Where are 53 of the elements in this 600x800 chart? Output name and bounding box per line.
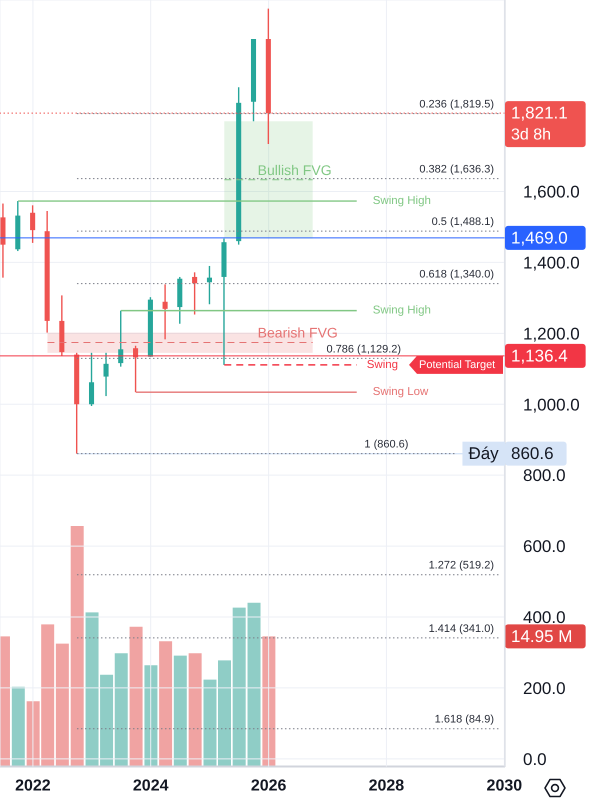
series-label: 1 (860.6) xyxy=(364,438,408,451)
text: 1,821.1 xyxy=(511,104,568,123)
y-tick-label: 1,400.0 xyxy=(523,253,580,272)
bar xyxy=(174,656,187,766)
candlestick xyxy=(206,265,212,305)
y-tick-label: 200.0 xyxy=(523,678,566,698)
series-label: 0.786 (1,129.2) xyxy=(326,343,402,356)
candlestick xyxy=(30,204,36,244)
candlestick xyxy=(162,284,168,340)
y-tick-label: 600.0 xyxy=(523,537,566,556)
bar xyxy=(130,626,143,766)
text: Potential Target xyxy=(419,358,496,371)
bar xyxy=(159,641,172,766)
series-label: Bullish FVG xyxy=(258,162,332,178)
y-tick-label: 1,000.0 xyxy=(523,395,580,414)
series-label: Bearish FVG xyxy=(258,324,338,341)
series-label: 1.618 (84.9) xyxy=(434,714,494,726)
bar xyxy=(12,686,25,766)
text: 14.95 M xyxy=(511,626,572,646)
legend-label: Đáy xyxy=(468,444,500,464)
x-tick-label: 2024 xyxy=(132,777,169,794)
candlestick xyxy=(104,352,109,397)
candlestick xyxy=(88,352,94,407)
bar xyxy=(188,653,202,766)
candlestick xyxy=(133,345,138,393)
series-label: 0.5 (1,488.1) xyxy=(432,216,494,228)
x-tick-label: 2028 xyxy=(368,777,404,794)
series-label: 0.236 (1,819.5) xyxy=(419,98,494,111)
text: 3d 8h xyxy=(511,126,552,144)
candlestick xyxy=(118,310,124,368)
y-tick-label: 1,200.0 xyxy=(523,324,580,344)
ref-line-label: 1,136.4 xyxy=(511,346,568,366)
series-label: 1.414 (341.0) xyxy=(428,622,494,635)
series-label: Swing Low xyxy=(372,386,430,398)
x-tick-label: 2022 xyxy=(15,777,51,794)
bar xyxy=(248,602,261,766)
y-tick-label: 1,600.0 xyxy=(523,182,580,202)
series-label: Swing High xyxy=(372,304,431,317)
y-tick-label: 400.0 xyxy=(523,608,566,628)
bar xyxy=(144,665,158,766)
series-label: 1.272 (519.2) xyxy=(428,560,494,572)
series-label: Swing High xyxy=(372,195,431,208)
x-tick-label: 2026 xyxy=(250,777,287,794)
y-tick-label: 800.0 xyxy=(523,466,566,486)
annotation: Swing xyxy=(366,358,398,371)
series-label: 0.382 (1,636.3) xyxy=(419,164,494,176)
ref-line-label: 1,469.0 xyxy=(511,228,568,248)
x-tick-label: 2030 xyxy=(486,777,522,794)
y-tick-label: 0.0 xyxy=(523,750,547,769)
series-label: 0.618 (1,340.0) xyxy=(419,268,494,281)
candlestick xyxy=(192,272,198,316)
data-label: 860.6 xyxy=(511,444,554,464)
bar xyxy=(262,636,276,766)
